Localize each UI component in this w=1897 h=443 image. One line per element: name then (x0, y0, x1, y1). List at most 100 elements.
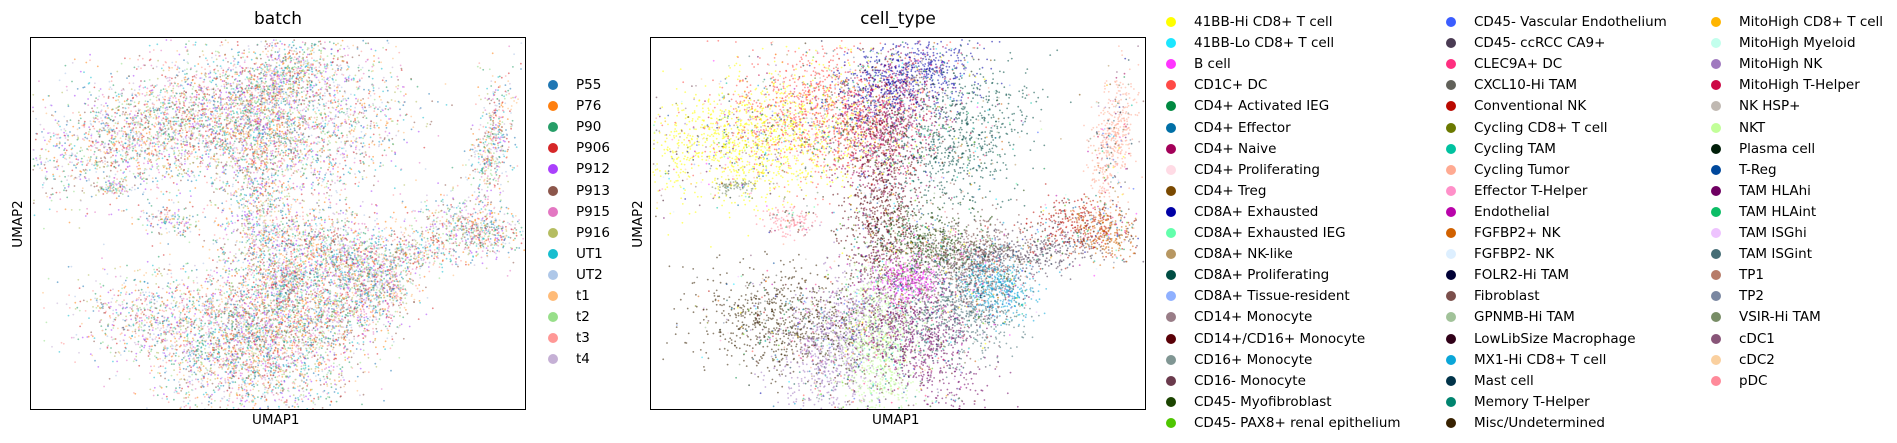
scatter-point (253, 131, 255, 134)
scatter-point (83, 86, 86, 88)
scatter-point (135, 68, 138, 70)
scatter-point (160, 135, 162, 137)
scatter-point (49, 138, 52, 141)
scatter-point (196, 118, 199, 120)
scatter-point (187, 136, 190, 139)
scatter-point (325, 102, 328, 105)
scatter-point (320, 113, 322, 116)
scatter-point (285, 91, 287, 94)
scatter-point (292, 80, 295, 83)
scatter-point (142, 209, 145, 212)
scatter-point (126, 77, 128, 79)
scatter-point (149, 159, 152, 161)
scatter-point (358, 181, 360, 184)
scatter-point (111, 115, 113, 118)
scatter-point (144, 103, 147, 106)
scatter-point (219, 179, 221, 182)
scatter-point (251, 185, 254, 188)
scatter-point (210, 204, 213, 207)
scatter-point (192, 132, 195, 134)
scatter-point (106, 152, 109, 155)
scatter-point (308, 101, 311, 104)
scatter-point (116, 160, 119, 163)
scatter-point (238, 104, 241, 107)
scatter-point (69, 131, 71, 133)
scatter-point (252, 155, 255, 158)
scatter-point (210, 88, 213, 91)
scatter-point (289, 72, 292, 75)
scatter-point (150, 188, 152, 191)
scatter-point (317, 94, 320, 96)
scatter-point (96, 147, 99, 149)
scatter-point (256, 142, 259, 145)
scatter-point (188, 126, 191, 128)
scatter-point (253, 106, 256, 109)
scatter-point (260, 71, 262, 74)
scatter-point (181, 175, 184, 178)
scatter-point (99, 160, 101, 163)
scatter-point (194, 110, 197, 112)
scatter-point (240, 125, 243, 128)
scatter-point (223, 118, 226, 121)
scatter-point (277, 147, 280, 150)
scatter-point (144, 100, 147, 102)
scatter-point (299, 149, 302, 152)
scatter-point (210, 133, 213, 136)
scatter-point (300, 70, 302, 72)
scatter-point (238, 125, 241, 128)
scatter-point (244, 68, 247, 71)
scatter-point (262, 63, 265, 65)
scatter-point (93, 185, 96, 188)
scatter-point (300, 188, 303, 191)
scatter-point (169, 147, 172, 149)
scatter-point (142, 135, 145, 138)
scatter-point (193, 120, 196, 123)
scatter-point (368, 75, 370, 78)
scatter-point (103, 177, 106, 180)
scatter-point (128, 170, 131, 173)
scatter-point (156, 134, 159, 137)
scatter-point (157, 117, 160, 119)
scatter-point (56, 159, 59, 161)
scatter-point (318, 49, 321, 51)
scatter-point (214, 97, 217, 100)
scatter-point (307, 104, 309, 106)
scatter-point (390, 160, 393, 162)
scatter-point (281, 124, 284, 126)
scatter-point (106, 104, 109, 107)
scatter-point (262, 81, 265, 84)
scatter-point (241, 98, 243, 101)
scatter-point (298, 76, 301, 79)
scatter-point (61, 91, 64, 94)
scatter-point (310, 53, 313, 55)
scatter-point (190, 110, 193, 113)
scatter-point (90, 149, 92, 152)
scatter-point (86, 159, 89, 162)
scatter-point (258, 110, 261, 113)
scatter-point (116, 148, 119, 150)
scatter-point (117, 122, 119, 125)
scatter-point (167, 85, 170, 88)
scatter-point (177, 149, 180, 152)
scatter-point (157, 133, 159, 135)
scatter-point (350, 140, 353, 142)
scatter-point (251, 67, 254, 70)
scatter-point (175, 92, 178, 95)
scatter-point (125, 175, 128, 178)
scatter-point (331, 61, 334, 64)
scatter-point (277, 174, 279, 177)
scatter-point (115, 197, 118, 200)
scatter-point (108, 213, 110, 216)
scatter-point (204, 68, 207, 71)
scatter-point (150, 115, 152, 118)
scatter-point (354, 125, 357, 128)
scatter-point (279, 181, 282, 183)
scatter-point (290, 93, 293, 96)
scatter-point (330, 102, 332, 104)
scatter-point (313, 189, 316, 191)
scatter-point (142, 129, 144, 131)
scatter-point (312, 73, 314, 76)
scatter-point (137, 65, 140, 68)
scatter-point (256, 76, 259, 78)
scatter-point (177, 154, 180, 157)
